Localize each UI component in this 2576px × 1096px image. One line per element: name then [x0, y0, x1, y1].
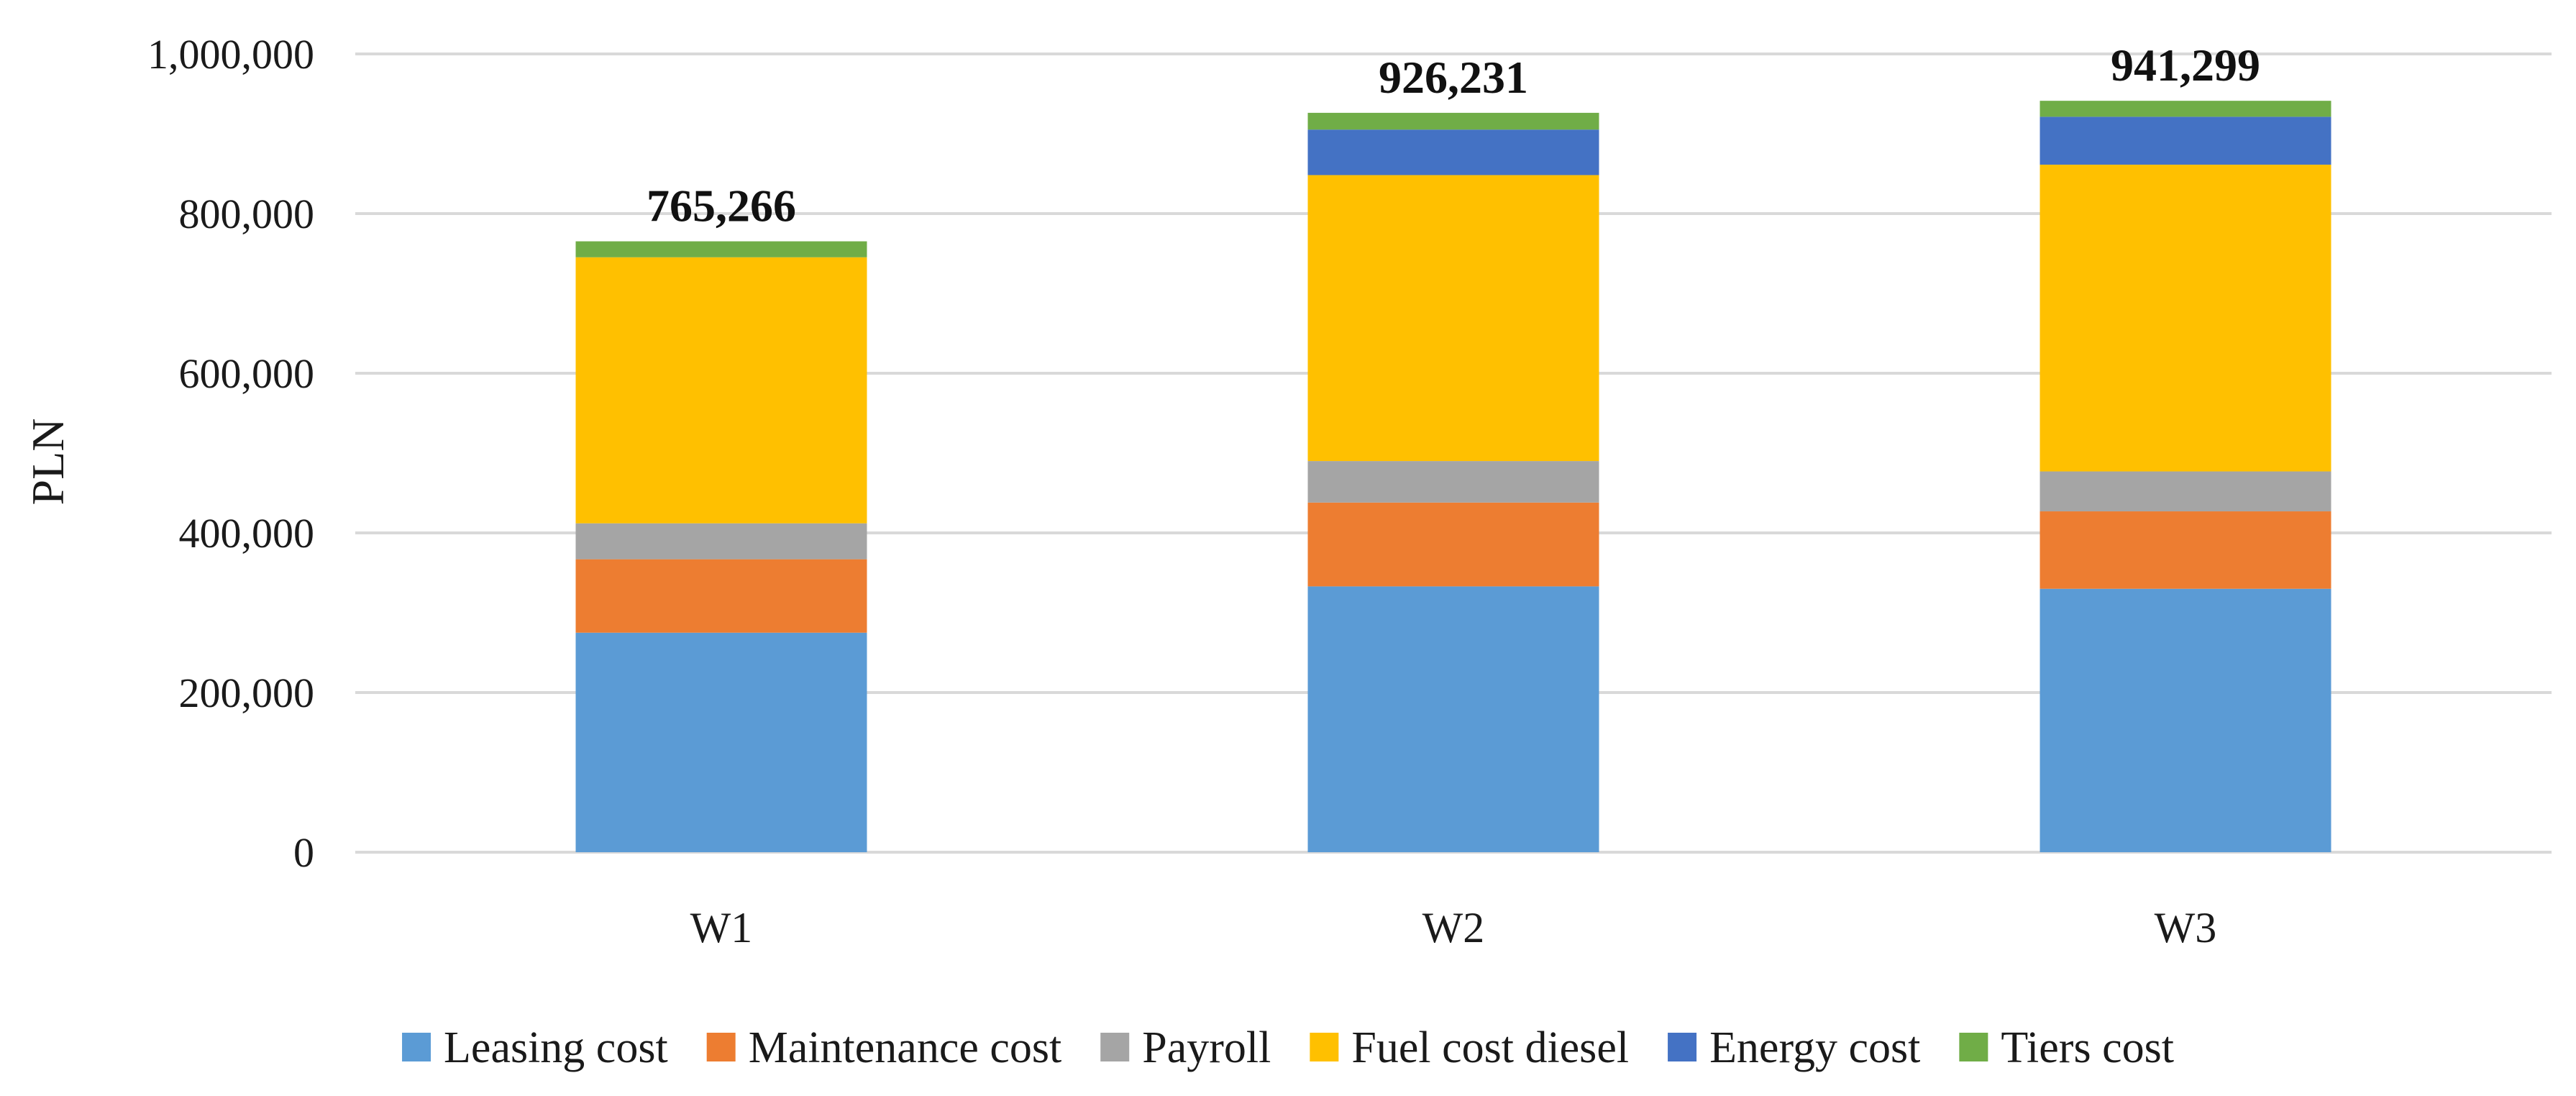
legend-item-payroll: Payroll: [1100, 1023, 1271, 1072]
legend-label: Energy cost: [1709, 1023, 1920, 1072]
bar-segment-fuel-cost-diesel: [575, 257, 867, 524]
legend-swatch: [1668, 1033, 1697, 1061]
bar-segment-fuel-cost-diesel: [2040, 164, 2331, 472]
legend-swatch: [1959, 1033, 1988, 1061]
y-tick-label: 0: [293, 829, 314, 876]
x-category-label: W2: [1422, 904, 1485, 951]
bar-segment-maintenance-cost: [1307, 502, 1599, 587]
bar-segment-leasing-cost: [1307, 586, 1599, 852]
legend-item-fuel-cost-diesel: Fuel cost diesel: [1310, 1023, 1629, 1072]
y-tick-label: 800,000: [179, 191, 315, 237]
total-label: 926,231: [1379, 52, 1528, 103]
bar-segment-leasing-cost: [575, 632, 867, 852]
total-label: 765,266: [647, 181, 796, 232]
y-axis-ticks: 0 200,000 400,000 600,000 800,000 1,000,000: [147, 31, 314, 876]
bar-segment-payroll: [575, 523, 867, 560]
legend-item-leasing-cost: Leasing cost: [402, 1023, 668, 1072]
bar-segment-energy-cost: [1307, 129, 1599, 175]
x-category-label: W1: [690, 904, 753, 951]
bar-segment-energy-cost: [2040, 117, 2331, 165]
legend-swatch: [1100, 1033, 1130, 1061]
y-axis-label: PLN: [22, 419, 73, 506]
y-tick-label: 1,000,000: [147, 31, 314, 78]
bar-segment-fuel-cost-diesel: [1307, 175, 1599, 462]
legend-swatch: [706, 1033, 736, 1061]
total-labels: 765,266 926,231 941,299: [647, 40, 2260, 231]
x-category-label: W3: [2155, 904, 2217, 951]
legend-label: Leasing cost: [444, 1023, 668, 1072]
legend-label: Tiers cost: [2001, 1023, 2174, 1072]
legend-label: Payroll: [1142, 1023, 1271, 1072]
legend-swatch: [402, 1033, 431, 1061]
legend-item-energy-cost: Energy cost: [1668, 1023, 1920, 1072]
bar-segment-maintenance-cost: [575, 559, 867, 633]
bar-segment-payroll: [2040, 471, 2331, 512]
bar-segment-payroll: [1307, 461, 1599, 503]
legend-label: Fuel cost diesel: [1351, 1023, 1629, 1072]
bar-segment-maintenance-cost: [2040, 511, 2331, 589]
bar-segment-leasing-cost: [2040, 588, 2331, 852]
bar-segment-tiers-cost: [2040, 101, 2331, 117]
bar-segment-tiers-cost: [575, 241, 867, 257]
bar-segment-tiers-cost: [1307, 112, 1599, 130]
y-tick-label: 200,000: [179, 670, 315, 716]
legend-swatch: [1310, 1033, 1339, 1061]
bars: [575, 101, 2331, 852]
legend-item-tiers-cost: Tiers cost: [1959, 1023, 2174, 1072]
legend-label: Maintenance cost: [749, 1023, 1062, 1072]
y-tick-label: 600,000: [179, 350, 315, 397]
legend-item-maintenance-cost: Maintenance cost: [706, 1023, 1062, 1072]
x-axis-categories: W1 W2 W3: [690, 904, 2217, 951]
y-tick-label: 400,000: [179, 510, 315, 557]
legend: Leasing cost Maintenance cost Payroll Fuel …: [402, 1023, 2174, 1072]
total-label: 941,299: [2111, 40, 2260, 91]
